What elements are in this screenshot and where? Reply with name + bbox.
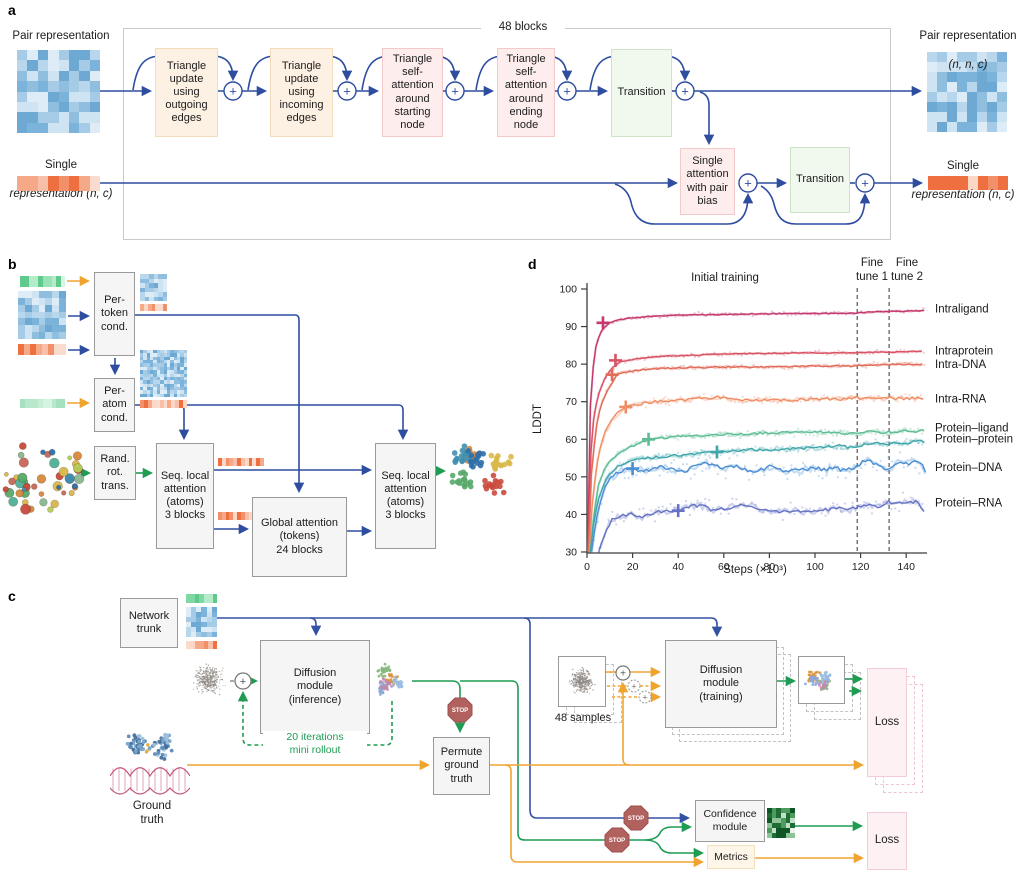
- initial-training-label: Initial training: [691, 272, 759, 284]
- trunk-pair-heatmap: [186, 607, 217, 637]
- triangle-update-incoming-box: Triangle update using incoming edges: [270, 48, 333, 137]
- single-attention-pair-bias-box: Single attention with pair bias: [680, 148, 735, 215]
- svg-text:80: 80: [565, 359, 577, 371]
- seq-local-attention-box-2: Seq. local attention (atoms) 3 blocks: [375, 443, 436, 549]
- diffusion-module-training-box: Diffusion module (training): [665, 640, 777, 728]
- pair-right-title: Pair representation: [919, 30, 1017, 43]
- y-axis-title: LDDT: [532, 403, 544, 435]
- mini-rollout-label: 20 iterations mini rollout: [263, 731, 367, 758]
- panel-b-label: b: [8, 256, 17, 272]
- atom-cond-strip: [140, 400, 187, 408]
- global-attention-box: Global attention (tokens) 24 blocks: [252, 497, 347, 577]
- svg-text:140: 140: [897, 561, 915, 573]
- x-axis-title: Steps (×10³): [723, 564, 787, 576]
- svg-text:0: 0: [584, 561, 590, 573]
- inference-predicted-structure: [373, 656, 415, 701]
- svg-text:Intra-RNA: Intra-RNA: [935, 394, 986, 406]
- ground-truth-structure: [110, 722, 190, 797]
- confidence-module-box: Confidence module: [695, 800, 765, 842]
- svg-text:60: 60: [565, 434, 577, 446]
- single-transition-box: Transition: [790, 147, 850, 213]
- per-token-cond-box: Per- token cond.: [94, 272, 135, 356]
- ground-truth-label: Ground truth: [132, 800, 172, 827]
- single-representation-right-label: Single representation (n, c): [902, 145, 1024, 217]
- per-atom-cond-box: Per- atom cond.: [94, 378, 135, 432]
- metrics-box: Metrics: [707, 845, 755, 869]
- svg-text:40: 40: [672, 561, 684, 573]
- svg-text:Protein–RNA: Protein–RNA: [935, 497, 1002, 509]
- fine-tune-2-label: Fine tune 2: [891, 257, 923, 284]
- diffusion-loss-box: Loss: [867, 668, 907, 777]
- token-cond-strip: [140, 304, 167, 311]
- panel-d-label: d: [528, 256, 537, 272]
- inference-noise-cloud: [180, 652, 238, 707]
- permute-ground-truth-box: Permute ground truth: [433, 737, 490, 795]
- svg-text:20: 20: [627, 561, 639, 573]
- svg-text:70: 70: [565, 396, 577, 408]
- single-left-title: Single: [45, 159, 77, 172]
- atom-cond-heatmap: [140, 350, 187, 397]
- panel-a-label: a: [8, 2, 16, 18]
- training-structure-frame: [798, 656, 845, 704]
- svg-text:40: 40: [565, 509, 577, 521]
- input-green-strip: [20, 276, 65, 287]
- pair-representation-heatmap-left: [17, 50, 100, 133]
- pair-representation-right-label: Pair representation (n, n, c): [912, 15, 1024, 87]
- trunk-green-strip: [186, 594, 217, 603]
- svg-text:50: 50: [565, 471, 577, 483]
- input-pair-heatmap: [18, 291, 66, 339]
- diffusion-module-inference-box: Diffusion module (inference): [260, 640, 370, 734]
- network-trunk-box: Network trunk: [120, 598, 178, 648]
- svg-text:Protein–ligand: Protein–ligand: [935, 422, 1009, 434]
- denoised-structure: [446, 436, 514, 504]
- single-right-sub: representation (n, c): [911, 189, 1015, 202]
- svg-text:STOP: STOP: [609, 838, 625, 844]
- confidence-heatmap: [767, 808, 795, 838]
- random-rotation-translation-box: Rand. rot. trans.: [94, 446, 136, 500]
- single-left-sub: representation (n, c): [9, 188, 113, 201]
- panel-c-label: c: [8, 588, 16, 604]
- svg-text:Intraligand: Intraligand: [935, 304, 989, 316]
- blocks-count-label: 48 blocks: [481, 20, 565, 35]
- single-representation-strip-left: [17, 176, 100, 191]
- random-atoms-cloud: [0, 441, 86, 517]
- confidence-loss-box: Loss: [867, 812, 907, 870]
- svg-text:120: 120: [852, 561, 870, 573]
- samples-noise-cloud: [560, 658, 604, 705]
- samples-noise-frame: [558, 656, 606, 707]
- svg-text:Protein–DNA: Protein–DNA: [935, 462, 1002, 474]
- triangle-attention-ending-box: Triangle self- attention around ending n…: [497, 48, 555, 137]
- svg-text:STOP: STOP: [452, 708, 468, 714]
- pair-right-dims: (n, n, c): [948, 59, 988, 72]
- triangle-update-outgoing-box: Triangle update using outgoing edges: [155, 48, 218, 137]
- svg-text:Intraprotein: Intraprotein: [935, 346, 993, 358]
- svg-text:+: +: [240, 676, 246, 688]
- svg-text:STOP: STOP: [628, 816, 644, 822]
- single-right-title: Single: [947, 160, 979, 173]
- single-representation-left-label: Single representation (n, c): [0, 144, 122, 216]
- svg-text:30: 30: [565, 546, 577, 558]
- pair-transition-box: Transition: [611, 49, 672, 137]
- triangle-attention-starting-box: Triangle self- attention around starting…: [382, 48, 443, 137]
- svg-text:Intra-DNA: Intra-DNA: [935, 359, 986, 371]
- atom-embedding-strip-1: [218, 458, 264, 466]
- svg-text:+: +: [631, 682, 636, 692]
- atom-feature-strip: [20, 399, 65, 408]
- single-representation-strip-right: [928, 176, 1008, 190]
- fine-tune-1-label: Fine tune 1: [856, 257, 888, 284]
- trunk-single-strip: [186, 641, 217, 649]
- samples-count-label: 48 samples: [554, 712, 612, 724]
- seq-local-attention-box-1: Seq. local attention (atoms) 3 blocks: [156, 443, 214, 549]
- input-single-strip: [18, 344, 66, 355]
- pair-representation-heatmap-right: [927, 52, 1007, 132]
- pair-left-title: Pair representation: [12, 30, 110, 43]
- training-predicted-structure: [800, 658, 843, 702]
- svg-text:100: 100: [559, 284, 577, 296]
- svg-text:+: +: [642, 693, 647, 703]
- token-cond-heatmap: [140, 274, 167, 301]
- svg-text:90: 90: [565, 321, 577, 333]
- svg-text:Protein–protein: Protein–protein: [935, 434, 1013, 446]
